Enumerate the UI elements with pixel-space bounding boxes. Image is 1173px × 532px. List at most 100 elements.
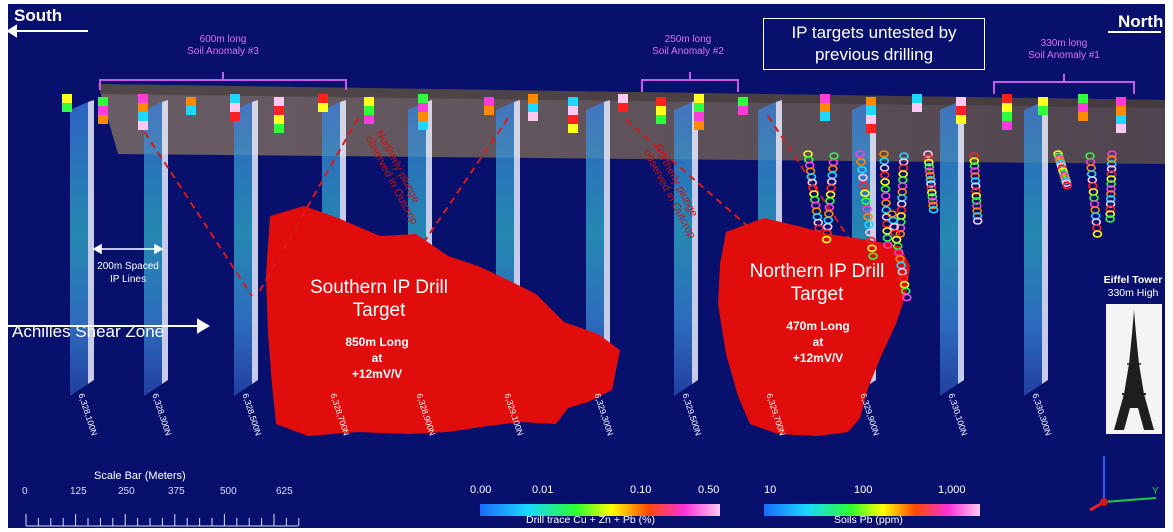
soil-samples xyxy=(62,94,1126,133)
ip-section-plane xyxy=(674,100,698,396)
spacing-label-line: IP Lines xyxy=(110,274,146,285)
axes-widget xyxy=(1089,456,1157,512)
ip-section-plane xyxy=(234,100,258,396)
plunge-line xyxy=(257,117,359,295)
target-title: Target xyxy=(790,284,844,305)
drill-hole-trace xyxy=(969,152,983,225)
drill-hole-trace xyxy=(1085,152,1103,238)
drill-colorbar-tick: 0.10 xyxy=(630,484,652,496)
drill-colorbar-title: Drill trace Cu + Zn + Pb (%) xyxy=(526,514,655,526)
soil-sample-cluster xyxy=(1116,97,1126,133)
soil-colorbar xyxy=(764,504,980,516)
topography-shadow xyxy=(98,84,1165,108)
target-at: at xyxy=(812,335,824,349)
northern-target-label: Northern IP Drill Target xyxy=(722,260,912,306)
ip-targets-callout: IP targets untested by previous drilling xyxy=(763,18,985,70)
ip-section-plane xyxy=(586,100,610,396)
section-view: South North IP targets untested by previ… xyxy=(8,4,1165,528)
drill-hole-trace xyxy=(879,150,893,249)
drill-colorbar-tick: 0.01 xyxy=(532,484,554,496)
soil-anomaly-bracket xyxy=(993,74,1135,94)
soil-sample-cluster xyxy=(230,94,240,121)
plunge-line xyxy=(137,121,253,297)
soil-sample-cluster xyxy=(318,94,328,112)
northern-ip-target-body xyxy=(718,218,910,436)
soil-colorbar-title: Soils Pb (ppm) xyxy=(834,514,903,526)
soil-sample-cluster xyxy=(656,97,666,124)
ip-section-plane xyxy=(1024,100,1048,396)
soil-sample-cluster xyxy=(956,97,966,124)
soil-anomaly-bracket xyxy=(99,72,347,90)
south-arrowhead xyxy=(8,24,17,38)
soil-sample-cluster xyxy=(138,94,148,130)
drill-hole-trace xyxy=(1105,150,1117,223)
soil-sample-cluster xyxy=(528,94,538,121)
y-axis xyxy=(1103,497,1157,503)
drill-hole-trace xyxy=(1053,150,1073,190)
soil-sample-cluster xyxy=(62,94,72,112)
drill-hole-trace xyxy=(855,150,878,260)
soil-sample-cluster xyxy=(820,94,830,121)
scale-bar-title: Scale Bar (Meters) xyxy=(94,470,186,482)
soil-sample-cluster xyxy=(274,97,284,133)
soil-sample-cluster xyxy=(484,97,494,115)
target-chargeability: +12mV/V xyxy=(351,367,403,381)
drill-hole-trace xyxy=(887,210,912,302)
soil-sample-cluster xyxy=(1002,94,1012,130)
drill-colorbar-tick: 0.00 xyxy=(470,484,492,496)
achilles-shear-zone-label: Achilles Shear Zone xyxy=(12,322,165,341)
target-length: 470m Long xyxy=(786,319,850,333)
soil-sample-cluster xyxy=(364,97,374,124)
soil-anomaly-bracket xyxy=(641,72,739,92)
ip-targets-line1: IP targets untested by xyxy=(791,23,957,42)
target-title: Northern IP Drill xyxy=(749,261,885,282)
axes-y-label: Y xyxy=(1152,486,1159,497)
soil-sample-cluster xyxy=(186,97,196,115)
drill-hole-trace xyxy=(923,150,939,214)
drill-hole-trace xyxy=(803,150,824,233)
soil-anomaly-length: 250m long xyxy=(664,34,712,45)
direction-arrows xyxy=(8,24,1161,38)
soil-anomaly-length: 600m long xyxy=(199,34,247,45)
soil-sample-cluster xyxy=(1078,94,1088,121)
scale-bar-tick-label: 0 xyxy=(22,486,28,497)
target-title: Target xyxy=(352,300,406,321)
soil-colorbar-tick: 1,000 xyxy=(938,484,966,496)
scale-bar-tick-label: 625 xyxy=(276,486,293,497)
eiffel-tower-label: Eiffel Tower 330m High xyxy=(1100,274,1165,300)
shear-zone-arrow xyxy=(8,318,210,334)
eiffel-tower-illustration xyxy=(1106,304,1162,434)
soil-sample-cluster xyxy=(98,97,108,124)
ip-section-plane xyxy=(940,100,964,396)
soil-anomaly-brackets xyxy=(99,72,1135,94)
soil-sample-cluster xyxy=(866,97,876,133)
plunge-line xyxy=(625,119,753,231)
soil-sample-cluster xyxy=(694,94,704,130)
plunge-lines xyxy=(137,115,851,297)
scale-bar-tick-label: 500 xyxy=(220,486,237,497)
ip-section-plane xyxy=(70,100,94,396)
target-title: Southern IP Drill xyxy=(310,277,448,298)
soil-anomaly-name: Soil Anomaly #2 xyxy=(652,46,724,57)
soil-sample-cluster xyxy=(568,97,578,133)
drill-hole-trace xyxy=(895,152,909,238)
soil-anomaly-length: 330m long xyxy=(1040,38,1088,49)
section-scene xyxy=(8,24,1165,527)
soil-sample-cluster xyxy=(618,94,628,112)
spacing-arrow xyxy=(92,243,164,255)
southern-target-label: Southern IP Drill Target xyxy=(284,276,474,322)
plunge-line xyxy=(767,115,851,241)
drill-hole-trace xyxy=(821,152,839,244)
southern-target-stats: 850m Long at +12mV/V xyxy=(322,334,432,382)
plunge-line xyxy=(419,117,509,249)
soil-sample-cluster xyxy=(912,94,922,112)
soil-anomaly-1-label: 330m long Soil Anomaly #1 xyxy=(1004,38,1124,62)
scale-bar-tick-label: 250 xyxy=(118,486,135,497)
northern-target-stats: 470m Long at +12mV/V xyxy=(768,318,868,366)
soil-sample-cluster xyxy=(1038,97,1048,115)
soil-sample-cluster xyxy=(418,94,428,130)
target-length: 850m Long xyxy=(345,335,409,349)
ip-line-spacing-label: 200m Spaced IP Lines xyxy=(80,260,176,286)
eiffel-name: Eiffel Tower xyxy=(1103,274,1163,286)
soil-sample-cluster xyxy=(738,97,748,115)
